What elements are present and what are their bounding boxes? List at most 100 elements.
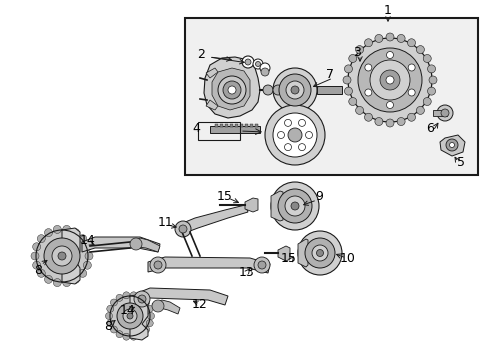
Circle shape [152, 300, 163, 312]
Circle shape [347, 38, 431, 122]
Circle shape [407, 113, 415, 121]
Circle shape [290, 86, 298, 94]
Bar [244, 124, 247, 127]
Polygon shape [439, 135, 464, 156]
Text: 14: 14 [80, 234, 96, 247]
Circle shape [117, 303, 142, 329]
Circle shape [423, 54, 430, 63]
Circle shape [364, 89, 371, 96]
Bar [224, 124, 227, 127]
Text: 1: 1 [383, 4, 391, 17]
Circle shape [146, 320, 153, 327]
Bar [209, 126, 260, 133]
Text: 13: 13 [239, 266, 254, 279]
Polygon shape [205, 68, 218, 78]
Text: 14: 14 [120, 303, 136, 316]
Text: 9: 9 [314, 190, 322, 203]
Circle shape [44, 275, 52, 283]
Circle shape [423, 98, 430, 105]
Circle shape [71, 275, 80, 283]
Circle shape [305, 131, 312, 139]
Circle shape [130, 238, 142, 250]
Circle shape [272, 113, 316, 157]
Circle shape [364, 39, 372, 47]
Circle shape [355, 46, 363, 54]
Circle shape [279, 74, 310, 106]
Circle shape [146, 305, 153, 312]
Circle shape [110, 299, 117, 306]
Circle shape [147, 312, 154, 320]
Bar [432, 110, 446, 116]
Text: 11: 11 [158, 216, 174, 229]
Circle shape [83, 243, 91, 251]
Circle shape [261, 68, 268, 76]
Bar [249, 124, 252, 127]
Polygon shape [178, 205, 247, 234]
Polygon shape [82, 237, 160, 252]
Text: 3: 3 [352, 45, 360, 58]
Circle shape [272, 68, 316, 112]
Circle shape [427, 87, 435, 95]
Circle shape [44, 229, 52, 237]
Circle shape [396, 117, 404, 126]
Text: 12: 12 [192, 298, 207, 311]
Circle shape [311, 245, 327, 261]
Polygon shape [152, 300, 180, 314]
Circle shape [85, 252, 93, 260]
Polygon shape [270, 191, 283, 221]
Bar [198, 122, 240, 140]
Circle shape [227, 86, 236, 94]
Bar [229, 124, 232, 127]
Circle shape [179, 225, 186, 233]
Circle shape [436, 105, 452, 121]
Circle shape [385, 76, 393, 84]
Text: 6: 6 [425, 122, 433, 135]
Circle shape [298, 144, 305, 150]
Polygon shape [130, 238, 160, 252]
Circle shape [53, 279, 61, 287]
Circle shape [242, 56, 253, 68]
Circle shape [218, 76, 245, 104]
Circle shape [71, 229, 80, 237]
Circle shape [407, 89, 414, 96]
Circle shape [348, 98, 356, 105]
Circle shape [355, 107, 363, 114]
Text: 5: 5 [456, 157, 464, 170]
Circle shape [369, 60, 409, 100]
Circle shape [58, 252, 66, 260]
Circle shape [110, 296, 150, 336]
Circle shape [278, 189, 311, 223]
Circle shape [385, 119, 393, 127]
Circle shape [116, 294, 123, 301]
Circle shape [407, 64, 414, 71]
Polygon shape [130, 294, 148, 340]
Circle shape [37, 269, 45, 277]
Circle shape [106, 320, 114, 327]
Circle shape [137, 331, 143, 338]
Circle shape [44, 238, 80, 274]
Bar [235, 124, 238, 127]
Circle shape [298, 120, 305, 126]
Circle shape [130, 292, 137, 299]
Circle shape [37, 235, 45, 243]
Circle shape [416, 46, 424, 54]
Circle shape [110, 326, 117, 333]
Circle shape [223, 81, 241, 99]
Circle shape [122, 292, 130, 299]
Circle shape [258, 261, 265, 269]
Circle shape [374, 117, 382, 126]
Text: 4: 4 [192, 122, 200, 135]
Circle shape [263, 85, 272, 95]
Polygon shape [62, 228, 80, 284]
Circle shape [277, 131, 284, 139]
Circle shape [285, 81, 304, 99]
Polygon shape [278, 246, 289, 261]
Circle shape [290, 202, 298, 210]
Circle shape [428, 76, 436, 84]
Text: 15: 15 [281, 252, 296, 265]
Circle shape [253, 257, 269, 273]
Circle shape [106, 305, 114, 312]
Circle shape [396, 35, 404, 42]
Circle shape [83, 261, 91, 269]
Circle shape [130, 333, 137, 340]
